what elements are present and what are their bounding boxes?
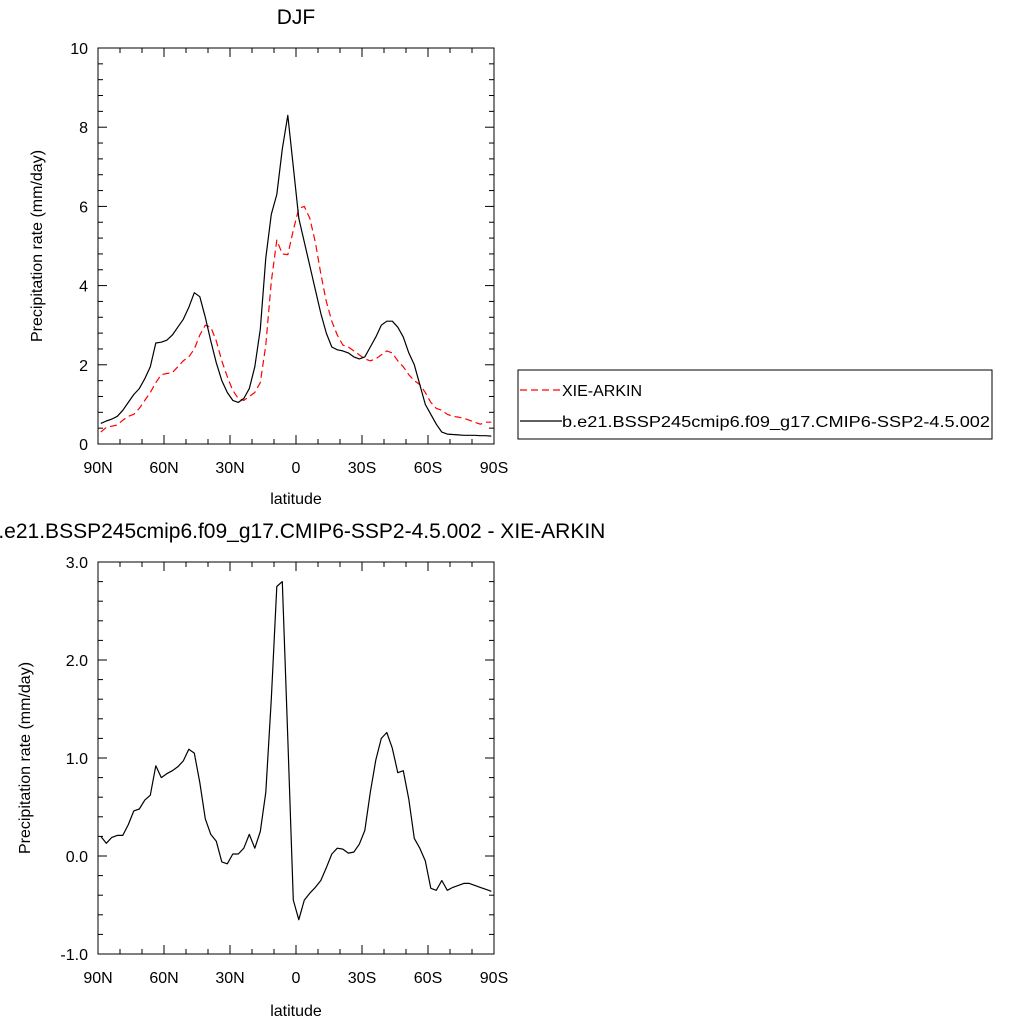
legend-box — [517, 369, 993, 440]
x-tick-label: 60S — [414, 460, 442, 477]
y-axis-label: Precipitation rate (mm/day) — [29, 150, 46, 342]
y-tick-label: 1.0 — [66, 751, 88, 768]
x-tick-label: 30N — [215, 460, 244, 477]
plot-frame — [97, 47, 495, 445]
x-tick-label: 90S — [480, 460, 508, 477]
x-axis-label: latitude — [270, 491, 322, 508]
panel-title: b.e21.BSSP245cmip6.f09_g17.CMIP6-SSP2-4.… — [0, 520, 605, 543]
x-tick-label: 60N — [149, 970, 178, 987]
x-tick-label: 30S — [348, 460, 376, 477]
plot-frame — [97, 561, 495, 955]
x-axis-label: latitude — [270, 1003, 322, 1020]
x-tick-label: 30S — [348, 970, 376, 987]
series-lines — [100, 114, 492, 437]
djf-panel: DJF 90N 60N 30N 0 30S 60S 90S 0 2 4 6 8 10 latitude… — [29, 6, 508, 508]
y-tick-label: 4 — [79, 279, 88, 296]
y-tick-label: 2.0 — [66, 653, 88, 670]
axis-ticks — [97, 561, 495, 955]
series-line-model — [100, 114, 492, 437]
x-tick-label: 60N — [149, 460, 178, 477]
legend-label-model: b.e21.BSSP245cmip6.f09_g17.CMIP6-SSP2-4.… — [562, 414, 990, 431]
y-tick-label: 0 — [79, 437, 88, 454]
x-tick-label: 30N — [215, 970, 244, 987]
y-tick-label: -1.0 — [60, 947, 88, 964]
series-line-xie-arkin — [100, 205, 492, 433]
x-tick-label: 90N — [83, 970, 112, 987]
x-tick-label: 60S — [414, 970, 442, 987]
x-tick-labels: 90N 60N 30N 0 30S 60S 90S — [83, 970, 508, 987]
y-tick-labels: 0 2 4 6 8 10 — [70, 41, 88, 454]
y-tick-label: 2 — [79, 358, 88, 375]
x-tick-labels: 90N 60N 30N 0 30S 60S 90S — [83, 460, 508, 477]
x-tick-label: 90N — [83, 460, 112, 477]
panel-title: DJF — [277, 6, 316, 29]
axis-ticks — [97, 47, 495, 445]
x-tick-label: 0 — [292, 970, 301, 987]
legend-label-xie-arkin: XIE-ARKIN — [562, 383, 642, 400]
y-tick-label: 0.0 — [66, 849, 88, 866]
difference-panel: b.e21.BSSP245cmip6.f09_g17.CMIP6-SSP2-4.… — [0, 520, 605, 1020]
y-tick-label: 8 — [79, 120, 88, 137]
y-tick-label: 6 — [79, 199, 88, 216]
legend: XIE-ARKIN b.e21.BSSP245cmip6.f09_g17.CMI… — [517, 369, 993, 440]
x-tick-label: 90S — [480, 970, 508, 987]
series-line-difference — [100, 580, 492, 921]
y-tick-label: 3.0 — [66, 555, 88, 572]
y-tick-labels: -1.0 0.0 1.0 2.0 3.0 — [60, 555, 88, 964]
series-lines — [100, 580, 492, 921]
x-tick-label: 0 — [292, 460, 301, 477]
y-axis-label: Precipitation rate (mm/day) — [17, 662, 34, 854]
y-tick-label: 10 — [70, 41, 88, 58]
